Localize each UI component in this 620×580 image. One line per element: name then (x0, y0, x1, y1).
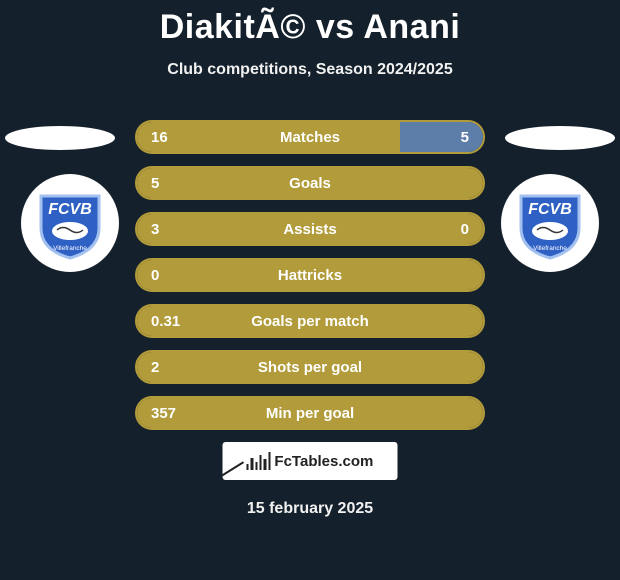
stat-value-right: 5 (447, 129, 483, 146)
stat-label: Hattricks (137, 267, 483, 284)
svg-text:FCVB: FCVB (528, 201, 572, 218)
svg-text:FCVB: FCVB (48, 201, 92, 218)
logo-trend-line (221, 461, 244, 476)
footer-date: 15 february 2025 (0, 500, 620, 518)
logo-bar (255, 462, 257, 470)
logo-bar (264, 459, 266, 470)
stat-label: Goals (137, 175, 483, 192)
club-shield-icon: FCVB Villefranche (31, 184, 109, 262)
logo-bar (247, 464, 249, 470)
stat-value-right: 0 (447, 221, 483, 238)
stat-row: 16Matches5 (135, 120, 485, 154)
page-title: DiakitÃ© vs Anani (0, 0, 620, 47)
stat-row: 0Hattricks (135, 258, 485, 292)
logo-bars-icon (247, 452, 271, 470)
club-shield-icon: FCVB Villefranche (511, 184, 589, 262)
stat-row: 357Min per goal (135, 396, 485, 430)
club-badge-left: FCVB Villefranche (21, 174, 119, 272)
stat-label: Shots per goal (137, 359, 483, 376)
svg-text:Villefranche: Villefranche (533, 245, 567, 252)
stats-panel: 16Matches55Goals3Assists00Hattricks0.31G… (135, 120, 485, 442)
player-ellipse-left (5, 126, 115, 150)
logo-bar (251, 458, 253, 470)
stat-row: 3Assists0 (135, 212, 485, 246)
stat-label: Min per goal (137, 405, 483, 422)
stat-row: 0.31Goals per match (135, 304, 485, 338)
club-badge-right: FCVB Villefranche (501, 174, 599, 272)
site-logo: FcTables.com (223, 442, 398, 480)
subtitle: Club competitions, Season 2024/2025 (0, 61, 620, 79)
svg-text:Villefranche: Villefranche (53, 245, 87, 252)
stat-row: 5Goals (135, 166, 485, 200)
stat-label: Assists (137, 221, 483, 238)
stat-label: Goals per match (137, 313, 483, 330)
logo-bar (260, 455, 262, 470)
player-ellipse-right (505, 126, 615, 150)
logo-text: FcTables.com (274, 453, 373, 470)
logo-bar (268, 452, 270, 470)
stat-label: Matches (137, 129, 483, 146)
stat-row: 2Shots per goal (135, 350, 485, 384)
